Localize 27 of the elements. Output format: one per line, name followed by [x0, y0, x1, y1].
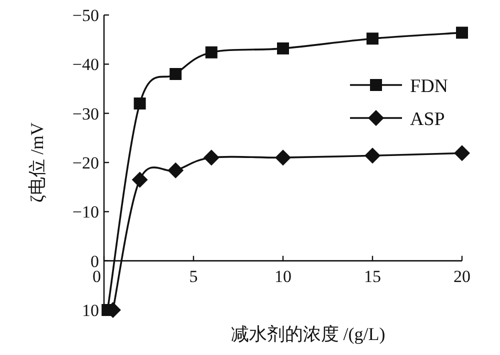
y-tick-label: 10 [82, 301, 99, 320]
y-tick-label: 0 [90, 252, 99, 271]
y-tick-label: −30 [72, 104, 99, 124]
y-tick-label: −40 [72, 55, 99, 74]
x-tick-label: 5 [189, 266, 198, 286]
point [364, 148, 380, 164]
point [134, 98, 146, 110]
point [366, 32, 378, 45]
point [170, 68, 182, 80]
y-tick-label: −50 [72, 6, 99, 25]
point [203, 150, 220, 166]
y-tick-label: −10 [72, 202, 99, 222]
x-tick-label: 15 [364, 266, 381, 286]
point [132, 172, 148, 188]
point [456, 26, 468, 39]
x-tick-label: 10 [274, 266, 292, 286]
point [277, 42, 289, 54]
point [205, 46, 218, 58]
legend-label: ASP [410, 109, 445, 130]
x-tick-label: 20 [454, 266, 470, 286]
y-axis-title: ζ电位 /mV [27, 122, 47, 202]
point [168, 162, 184, 178]
point [275, 150, 291, 166]
y-tick-label: −20 [72, 154, 99, 172]
legend-label: FDN [410, 76, 448, 97]
x-axis-title: 减水剂的浓度 /(g/L) [230, 324, 386, 344]
point [454, 145, 470, 162]
